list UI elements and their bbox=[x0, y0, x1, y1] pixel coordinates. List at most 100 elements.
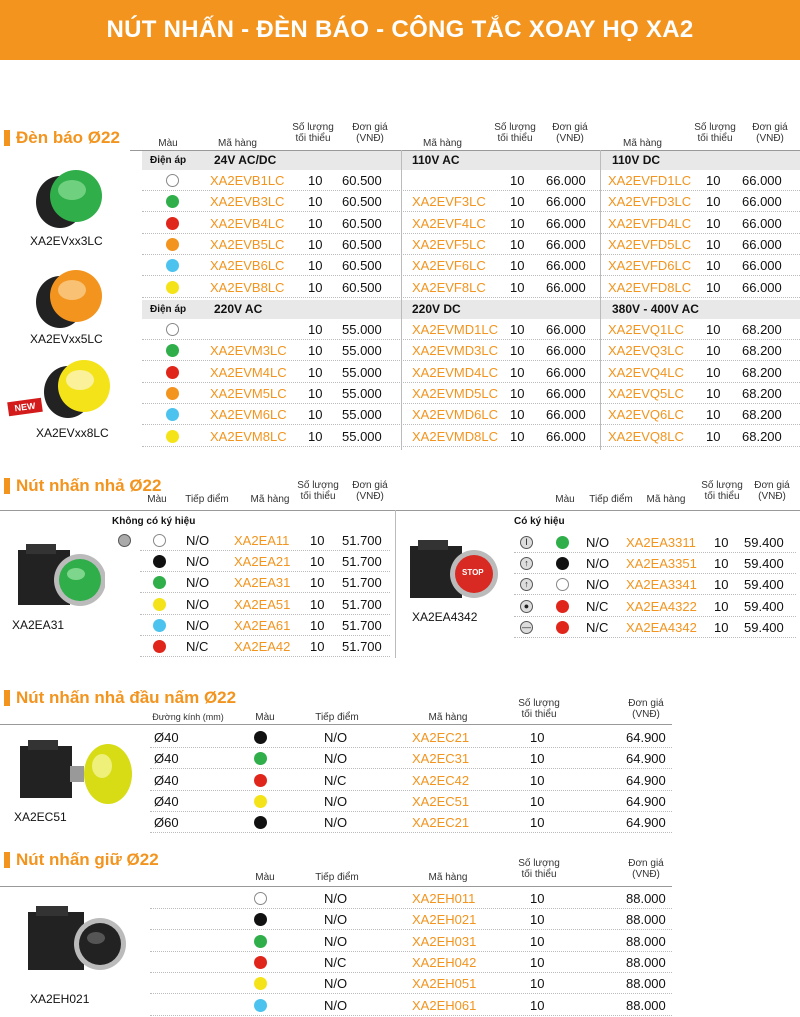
unit-price: 51.700 bbox=[342, 639, 382, 654]
table-row: Ø40 N/O XA2EC51 10 64.900 bbox=[150, 791, 672, 812]
table-row: XA2EVB5LC 10 60.500 XA2EVF5LC 10 66.000 XA2EVF… bbox=[142, 234, 800, 255]
symbol-icon: ↑ bbox=[520, 557, 533, 571]
product-code: XA2EA3351 bbox=[626, 556, 697, 572]
product-code: XA2EC31 bbox=[412, 751, 470, 767]
min-qty: 10 bbox=[530, 997, 545, 1013]
yellow-dot-icon bbox=[254, 794, 267, 808]
product-label: XA2EH021 bbox=[30, 992, 90, 1006]
product-code: XA2EVB3LC bbox=[210, 194, 285, 210]
min-qty: 10 bbox=[308, 428, 323, 444]
table-row: N/O XA2EH051 10 88.000 bbox=[150, 973, 672, 995]
diameter: Ø40 bbox=[154, 772, 179, 788]
unit-price: 68.200 bbox=[742, 428, 782, 444]
table-row: XA2EVB4LC 10 60.500 XA2EVF4LC 10 66.000 XA2EVF… bbox=[142, 213, 800, 234]
voltage-value: 110V DC bbox=[612, 153, 661, 167]
unit-price: 60.500 bbox=[342, 236, 382, 252]
unit-price: 55.000 bbox=[342, 407, 382, 423]
divider bbox=[401, 150, 402, 450]
table-row: N/O XA2EA11 10 51.700 bbox=[140, 530, 390, 551]
header-min-qty: Số lượng tối thiểu bbox=[518, 698, 560, 720]
product-code: XA2EVM3LC bbox=[210, 343, 287, 359]
header-color: Màu bbox=[555, 494, 575, 505]
voltage-value: 110V AC bbox=[412, 153, 460, 167]
product-code: XA2EVQ3LC bbox=[608, 343, 684, 359]
product-code: XA2EC21 bbox=[412, 815, 470, 831]
pilot-light-orange-image bbox=[30, 262, 110, 330]
contact-type: N/O bbox=[186, 617, 210, 633]
unit-price: 51.700 bbox=[342, 533, 382, 548]
contact-type: N/O bbox=[186, 596, 210, 612]
product-label: XA2EVxx3LC bbox=[30, 234, 103, 248]
contact-type: N/O bbox=[324, 912, 348, 928]
green-dot-icon bbox=[254, 752, 267, 766]
blue-dot-icon bbox=[153, 618, 166, 632]
min-qty: 10 bbox=[510, 343, 525, 359]
unit-price: 68.200 bbox=[742, 385, 782, 401]
header-min-qty: Số lượng tối thiểu bbox=[494, 122, 536, 144]
min-qty: 10 bbox=[530, 793, 545, 809]
divider bbox=[130, 150, 800, 151]
min-qty: 10 bbox=[308, 258, 323, 274]
unit-price: 88.000 bbox=[626, 891, 666, 906]
black-dot-icon bbox=[153, 555, 166, 569]
product-label: XA2EVxx8LC bbox=[36, 426, 109, 440]
unit-price: 55.000 bbox=[342, 322, 382, 337]
min-qty: 10 bbox=[510, 322, 525, 337]
product-label: XA2EA4342 bbox=[412, 610, 478, 624]
diameter: Ø40 bbox=[154, 730, 179, 745]
table-row: Ø40 N/O XA2EC31 10 64.900 bbox=[150, 748, 672, 770]
min-qty: 10 bbox=[510, 194, 525, 210]
product-code: XA2EVF5LC bbox=[412, 236, 486, 252]
symbol-icon: ● bbox=[520, 599, 533, 613]
white-dot-icon bbox=[166, 323, 179, 336]
latching-button-image bbox=[22, 904, 132, 984]
stop-text: STOP bbox=[462, 568, 484, 577]
header-color: Màu bbox=[147, 494, 167, 505]
pilot-light-green-image bbox=[30, 162, 110, 230]
subgroup-title: Có ký hiệu bbox=[514, 516, 565, 527]
table-row: I N/O XA2EA3311 10 59.400 bbox=[514, 532, 796, 553]
section-header: Nút nhấn giữ Ø22 bbox=[4, 850, 159, 870]
table-row: XA2EVM4LC 10 55.000 XA2EVMD4LC 10 66.000 XA2EV… bbox=[142, 362, 800, 383]
unit-price: 66.000 bbox=[546, 279, 586, 295]
unit-price: 55.000 bbox=[342, 364, 382, 380]
table-row: N/O XA2EH021 10 88.000 bbox=[150, 909, 672, 931]
push-button-green-image bbox=[10, 540, 106, 615]
product-label: XA2EA31 bbox=[12, 618, 65, 632]
unit-price: 60.500 bbox=[342, 215, 382, 231]
product-code: XA2EVQ4LC bbox=[608, 364, 684, 380]
yellow-dot-icon bbox=[166, 429, 179, 443]
unit-price: 51.700 bbox=[342, 617, 382, 633]
min-qty: 10 bbox=[510, 279, 525, 295]
section-title: Đèn báo Ø22 bbox=[16, 128, 120, 147]
unit-price: 64.900 bbox=[626, 730, 666, 745]
min-qty: 10 bbox=[308, 279, 323, 295]
product-code: XA2EVF8LC bbox=[412, 279, 486, 295]
unit-price: 59.400 bbox=[744, 577, 784, 593]
green-dot-icon bbox=[153, 576, 166, 590]
diameter: Ø40 bbox=[154, 751, 179, 767]
header-min-qty: Số lượng tối thiểu bbox=[694, 122, 736, 144]
black-dot-icon bbox=[254, 913, 267, 927]
unit-price: 66.000 bbox=[742, 279, 782, 295]
min-qty: 10 bbox=[706, 236, 721, 252]
product-code: XA2EVF6LC bbox=[412, 258, 486, 274]
min-qty: 10 bbox=[706, 194, 721, 210]
unit-price: 64.900 bbox=[626, 793, 666, 809]
table-row: N/O XA2EA51 10 51.700 bbox=[140, 594, 390, 615]
new-badge-text: NEW bbox=[13, 400, 37, 414]
min-qty: 10 bbox=[510, 385, 525, 401]
contact-type: N/O bbox=[586, 556, 610, 572]
header-contact: Tiếp điểm bbox=[315, 712, 359, 723]
header-contact: Tiếp điểm bbox=[589, 494, 633, 505]
green-dot-icon bbox=[556, 536, 569, 549]
product-code: XA2EA61 bbox=[234, 617, 291, 633]
product-code: XA2EA11 bbox=[234, 533, 290, 548]
min-qty: 10 bbox=[510, 364, 525, 380]
voltage-label: Điện áp bbox=[150, 155, 187, 166]
product-code: XA2EVQ6LC bbox=[608, 407, 684, 423]
product-code: XA2EA21 bbox=[234, 554, 291, 570]
page-title-banner: NÚT NHẤN - ĐÈN BÁO - CÔNG TẮC XOAY HỌ XA… bbox=[0, 0, 800, 60]
green-dot-icon bbox=[254, 934, 267, 948]
voltage-label: Điện áp bbox=[150, 304, 187, 315]
